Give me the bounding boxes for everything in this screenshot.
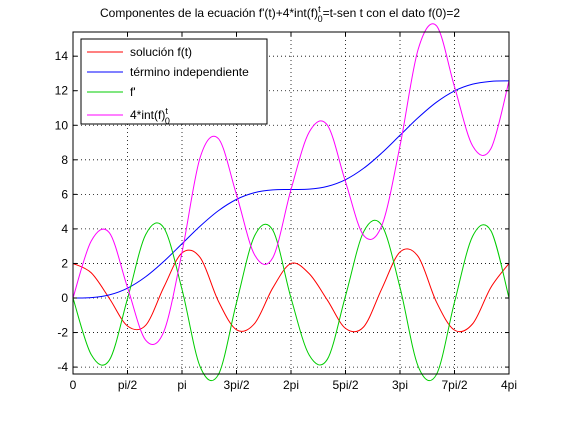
y-tick-label: 10 <box>55 118 69 132</box>
x-tick-label: 0 <box>70 378 77 392</box>
y-tick-label: 8 <box>61 153 68 167</box>
y-tick-label: -2 <box>57 326 68 340</box>
y-tick-label: 6 <box>61 187 68 201</box>
chart-title-sub: 0 <box>318 14 323 24</box>
chart-title-tail: =t-sen t con el dato f(0)=2 <box>323 6 461 20</box>
y-tick-label: -4 <box>57 360 68 374</box>
y-tick-label: 12 <box>55 84 69 98</box>
legend-label: solución f(t) <box>130 45 192 59</box>
x-tick-label: 7pi/2 <box>441 378 467 392</box>
series-solucion-line <box>72 248 510 333</box>
x-tick-label: 2pi <box>283 378 299 392</box>
x-tick-label: 3pi <box>392 378 408 392</box>
y-axis: -4 -2 0 2 4 6 8 10 12 14 <box>55 49 509 374</box>
legend-label-text: término independiente <box>130 65 249 79</box>
x-tick-label: pi/2 <box>118 378 138 392</box>
legend-label: 4*int(f)t 0 <box>130 106 170 126</box>
series-integral-line <box>72 23 510 345</box>
y-tick-label: 2 <box>61 256 68 270</box>
x-tick-label: pi <box>177 378 186 392</box>
legend-label-text: f' <box>130 85 136 99</box>
legend-box <box>80 38 268 125</box>
x-tick-label: 3pi/2 <box>223 378 249 392</box>
legend-label: f' <box>130 85 136 99</box>
series-layer <box>72 23 510 382</box>
x-tick-label: 5pi/2 <box>332 378 358 392</box>
y-tick-label: 0 <box>61 291 68 305</box>
y-tick-label: 14 <box>55 49 69 63</box>
chart-title: Componentes de la ecuación f'(t)+4*int(f… <box>100 4 460 24</box>
chart-title-main: Componentes de la ecuación f'(t)+4*int(f… <box>100 6 318 20</box>
legend-label-sub: 0 <box>165 116 170 126</box>
x-tick-label: 4pi <box>501 378 517 392</box>
y-tick-label: 4 <box>61 222 68 236</box>
chart-title-sup: t <box>318 4 321 14</box>
legend: solución f(t) término independiente f' 4*in… <box>80 38 268 126</box>
series-derivada-line <box>72 219 510 382</box>
x-axis: 0 pi/2 pi 3pi/2 2pi 5pi/2 3pi 7pi/2 4pi <box>70 32 517 392</box>
legend-label: término independiente <box>130 65 249 79</box>
legend-label-sup: t <box>165 106 168 116</box>
legend-label-text: 4*int(f) <box>130 108 165 122</box>
legend-label-text: solución f(t) <box>130 45 192 59</box>
